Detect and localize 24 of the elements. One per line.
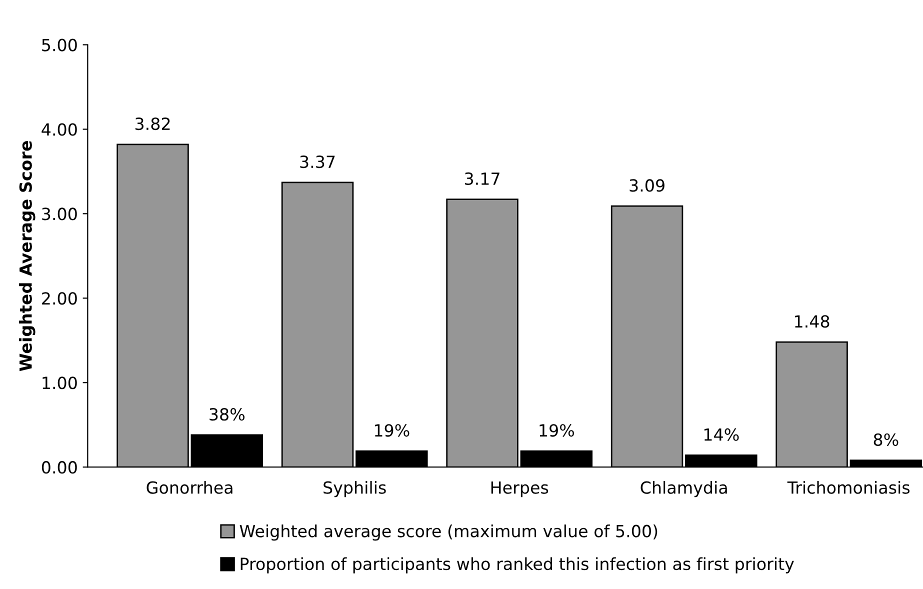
- data-label: 19%: [374, 424, 410, 437]
- x-tick-label: Trichomoniasis: [787, 480, 910, 494]
- data-label: 38%: [210, 408, 245, 421]
- y-tick-label: 2.00: [42, 292, 77, 305]
- data-label: 14%: [704, 428, 739, 441]
- data-label: 3.82: [135, 117, 170, 130]
- x-tick-label: Syphilis: [324, 480, 386, 498]
- data-label: 8%: [874, 433, 898, 446]
- legend-label: Proportion of participants who ranked this infection as first priority: [240, 557, 794, 574]
- y-tick-label: 4.00: [42, 123, 77, 136]
- x-tick-label: Gonorrhea: [146, 480, 232, 494]
- data-label: 3.09: [630, 179, 664, 192]
- y-tick-label: 5.00: [42, 38, 77, 52]
- data-label: 19%: [540, 424, 574, 437]
- data-label: 3.17: [464, 172, 500, 185]
- x-tick-label: Chlamydia: [640, 480, 727, 498]
- y-tick-label: 0.00: [42, 461, 77, 474]
- y-axis-title: Weighted Average Score: [19, 141, 36, 372]
- legend-label: Weighted average score (maximum value of 5.00): [240, 524, 658, 541]
- data-label: 1.48: [795, 315, 830, 328]
- y-tick-label: 1.00: [42, 376, 77, 390]
- x-tick-label: Herpes: [491, 481, 548, 498]
- data-label: 3.37: [300, 155, 335, 168]
- y-tick-label: 3.00: [42, 208, 77, 220]
